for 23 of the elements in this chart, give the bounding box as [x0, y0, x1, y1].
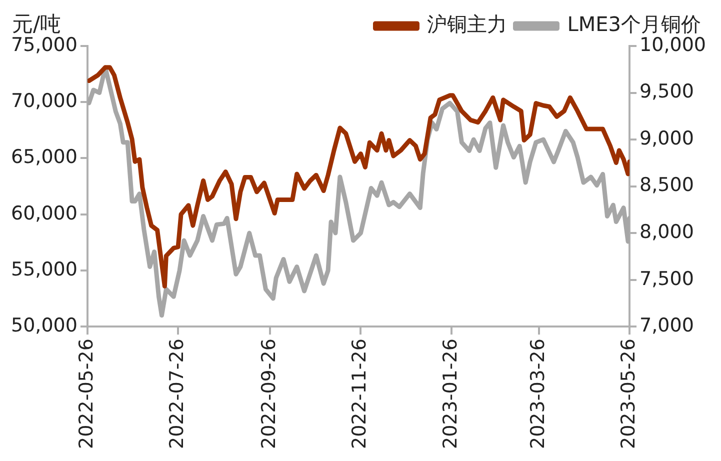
- x-tick-label: 2022-05-26: [75, 338, 98, 450]
- legend-label: 沪铜主力: [427, 12, 508, 36]
- x-tick-label: 2023-05-26: [617, 338, 640, 450]
- y-tick-label: 75,000: [10, 34, 78, 56]
- y2-tick-label: 9,500: [640, 80, 694, 103]
- y-tick-label: 50,000: [10, 314, 78, 337]
- y-axis-title: 元/吨: [12, 11, 62, 36]
- x-tick-label: 2023-01-26: [439, 338, 462, 450]
- y2-tick-label: 7,000: [640, 314, 694, 337]
- y2-tick-label: 7,500: [640, 268, 694, 290]
- y2-tick-label: 8,500: [640, 174, 694, 196]
- y2-tick-label: 8,000: [640, 220, 694, 243]
- y-tick-label: 70,000: [10, 90, 78, 112]
- x-tick-label: 2023-03-26: [526, 338, 549, 450]
- x-tick-label: 2022-09-26: [258, 338, 280, 450]
- y-tick-label: 65,000: [10, 146, 78, 168]
- x-tick-label: 2022-07-26: [166, 338, 188, 450]
- y-tick-label: 60,000: [10, 202, 78, 224]
- y-tick-label: 55,000: [10, 258, 78, 280]
- y2-tick-label: 10,000: [640, 34, 706, 56]
- legend-label: LME3个月铜价: [567, 12, 702, 36]
- x-tick-label: 2022-11-26: [348, 338, 371, 450]
- y2-tick-label: 9,000: [640, 127, 694, 150]
